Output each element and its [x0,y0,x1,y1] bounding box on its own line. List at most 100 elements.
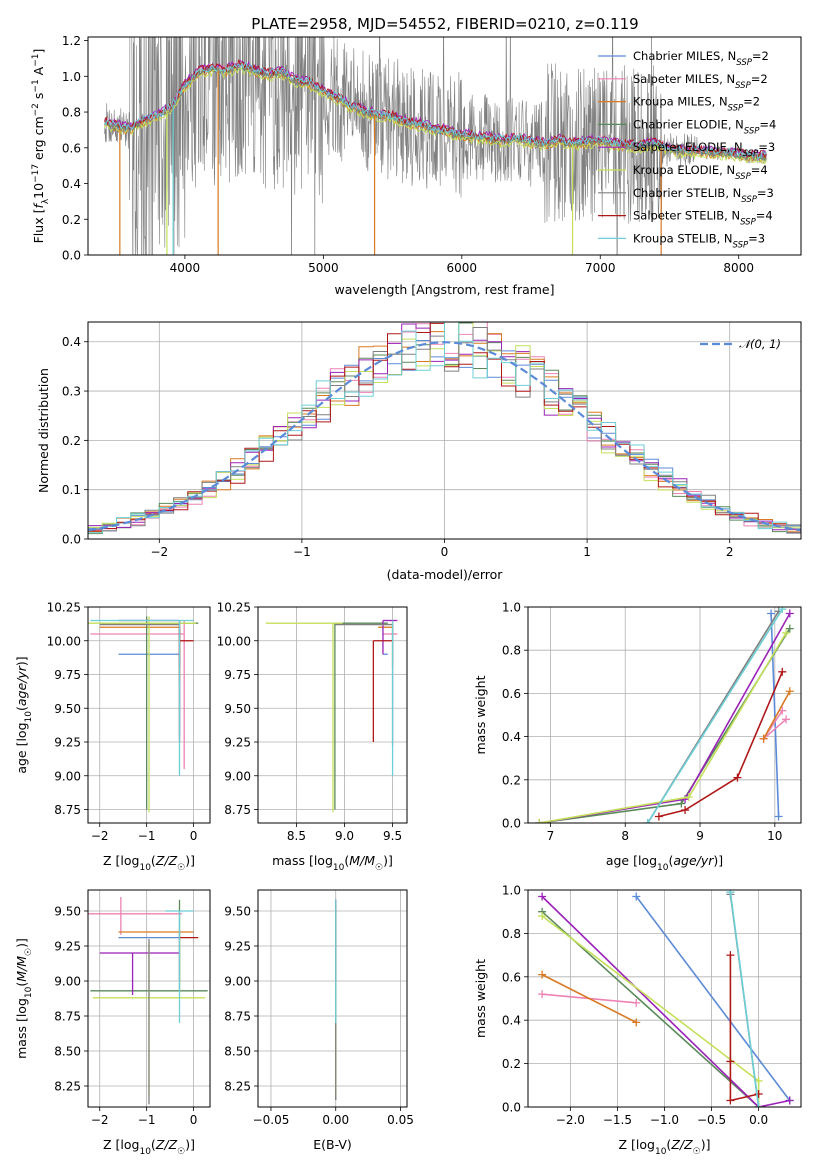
y-tick-label: 9.25 [54,736,81,750]
weight-marker [538,970,547,979]
x-tick-label: 9 [696,829,704,843]
y-axis-label: mass weight [473,959,488,1038]
weight-marker [782,715,791,724]
panel-mass-vs-Z: −2 −1 0 8.25 8.50 8.75 9.00 9.25 9.50 Z [log10(Z/… [14,889,211,1157]
weight-marker [754,1103,763,1107]
weight-line-8 [729,892,760,1107]
weight-marker [632,1018,641,1027]
y-tick-label: 9.50 [54,905,81,919]
y-tick-label: 0.8 [62,106,81,120]
x-tick-label: 8000 [723,261,754,275]
y-tick-label: 0.6 [62,141,81,155]
weight-marker [733,773,742,782]
axes-frame [527,606,802,824]
weight-marker [778,607,787,614]
weight-line-4 [539,613,791,823]
x-tick-label: −0.05 [253,1113,290,1127]
axes-frame [87,889,211,1108]
weight-marker [774,812,783,821]
y-tick-label: 0.8 [502,927,521,941]
y-tick-label: 10.00 [47,634,81,648]
plot-area [88,897,208,1105]
plot-area [538,890,794,1107]
y-axis-label: mass [log10(M/M☉)] [14,938,34,1059]
weight-marker [681,806,690,815]
weight-marker [643,819,652,823]
weight-marker [726,1096,735,1105]
legend-label-0: Chabrier MILES, NSSP=2 [633,49,769,68]
weight-marker [785,624,794,633]
x-tick-label: 1 [583,545,591,559]
y-tick-label: 10.25 [217,601,251,615]
x-tick-label: −1.0 [650,1113,679,1127]
x-tick-label: 0 [441,545,449,559]
y-tick-label: 9.25 [54,940,81,954]
x-tick-label: −2 [150,545,168,559]
legend-label-5: Kroupa ELODIE, NSSP=4 [633,163,768,182]
weight-marker [726,951,735,960]
y-tick-label: 1.0 [502,884,521,898]
weight-marker [726,890,735,897]
y-tick-label: 8.25 [54,1080,81,1094]
panel-mass-vs-EBV: −0.05 0.00 0.05 8.25 8.50 8.75 9.00 9.25 9.50 E(B… [224,889,414,1152]
y-tick-label: 0.4 [62,177,81,191]
weight-marker [754,1089,763,1098]
legend-label-1: Salpeter MILES, NSSP=2 [633,72,768,91]
gaussian-curve [88,341,801,532]
weight-marker [785,1096,794,1105]
y-tick-label: 8.50 [54,1045,81,1059]
axes-frame [257,606,408,824]
weight-line-7 [658,671,784,818]
y-tick-label: 0.2 [62,434,81,448]
x-tick-label: 2 [726,545,734,559]
observed-spectrum-line [104,37,767,255]
weight-marker [632,998,641,1007]
y-tick-label: 0.6 [502,970,521,984]
y-tick-label: 0.4 [502,730,521,744]
panel-age-vs-mass: 8.5 9.0 9.5 8.75 9.00 9.25 9.50 9.75 10.00 10.25 m… [217,601,408,873]
weight-marker [785,687,794,696]
weight-line-0 [635,896,791,1101]
legend-label-4: Salpeter ELODIE, NSSP=3 [633,140,775,159]
x-axis-label: wavelength [Angstrom, rest frame] [334,282,554,297]
y-tick-label: 9.25 [224,736,251,750]
x-tick-label: 7 [547,829,555,843]
y-tick-label: 9.50 [224,905,251,919]
axes-frame [257,889,408,1108]
y-tick-label: 8.75 [54,803,81,817]
model-line-8 [104,61,767,160]
plot-area [535,607,794,823]
panel-residuals: −2 −1 0 1 2 0.0 0.1 0.2 0.3 0.4 𝒩(0, 1) (data-model… [36,321,802,582]
spectrum-legend: Chabrier MILES, NSSP=2 Salpeter MILES, NS… [598,49,776,250]
x-tick-label: 8.5 [287,829,306,843]
y-tick-label: 9.75 [224,668,251,682]
y-tick-label: 1.0 [502,601,521,615]
weight-marker [535,819,544,823]
legend-label-2: Kroupa MILES, NSSP=2 [633,95,760,114]
x-tick-label: 9.0 [335,829,354,843]
weight-line-7 [729,955,759,1102]
legend-label-3: Chabrier ELODIE, NSSP=4 [633,117,776,136]
panel-spectrum: 4000 5000 6000 7000 8000 0.0 0.2 0.4 0.6 0.8 1.0 1.… [31,34,802,297]
x-axis-label: (data-model)/error [387,567,504,582]
y-axis-label: Normed distribution [36,368,51,493]
y-tick-label: 0.0 [502,1101,521,1115]
weight-marker [538,990,547,999]
y-tick-label: 8.75 [224,1010,251,1024]
y-tick-label: 9.75 [54,668,81,682]
axes-frame [87,606,211,824]
weight-marker [726,1057,735,1066]
x-axis-label: age [log10(age/yr)] [606,853,723,873]
legend-label-6: Chabrier STELIB, NSSP=3 [633,186,774,205]
y-tick-label: 0.2 [502,773,521,787]
axes-frame [87,36,802,256]
x-tick-label: 8 [621,829,629,843]
weight-marker [778,667,787,676]
x-tick-label: 0 [190,1113,198,1127]
y-tick-label: 0.8 [502,644,521,658]
x-tick-label: 0.05 [387,1113,414,1127]
weight-marker [782,628,791,637]
y-tick-label: 8.75 [54,1010,81,1024]
weight-line-0 [770,613,780,817]
